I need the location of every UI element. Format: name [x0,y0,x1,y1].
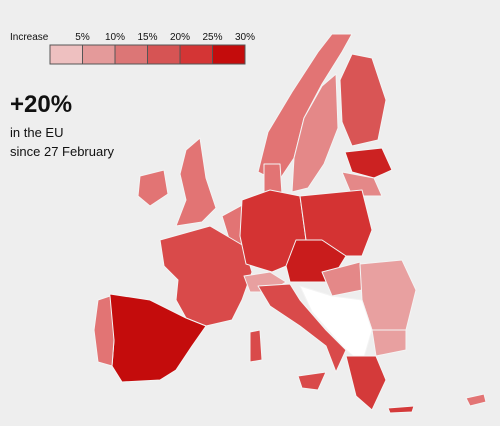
finland [339,53,387,147]
legend-swatch [147,44,181,65]
legend-label: 15% [137,32,157,43]
headline-line: in the EU [10,125,63,140]
legend-swatch [179,44,213,65]
portugal [93,295,115,367]
legend-swatches: 5% 10% 15% 20% 25% 30% [49,32,255,65]
headline-line: since 27 February [10,144,115,159]
italy [257,283,347,373]
legend-title: Increase [10,32,49,43]
legend: Increase 5% 10% 15% 20% 25% 30% [10,32,255,65]
bulgaria [371,329,407,357]
headline-value: +20% [10,91,72,118]
legend-label: 30% [235,32,255,43]
baltics [344,147,393,179]
map [93,33,487,414]
balkans [299,285,373,365]
france [159,225,253,327]
legend-label: 10% [105,32,125,43]
legend-label: 5% [75,32,90,43]
greece [345,355,387,411]
sicily [297,371,327,391]
legend-swatch [49,44,83,65]
legend-swatch [82,44,116,65]
cyprus [465,393,487,407]
legend-label: 25% [202,32,222,43]
headline: +20% in the EU since 27 February [10,91,115,159]
legend-swatch [114,44,148,65]
lithuania [341,171,383,197]
sweden [291,73,339,193]
uk [175,137,217,227]
legend-swatch [212,44,246,65]
crete [387,405,415,414]
ireland [137,169,169,207]
norway [257,33,353,183]
sardinia [249,329,263,363]
legend-label: 20% [170,32,190,43]
